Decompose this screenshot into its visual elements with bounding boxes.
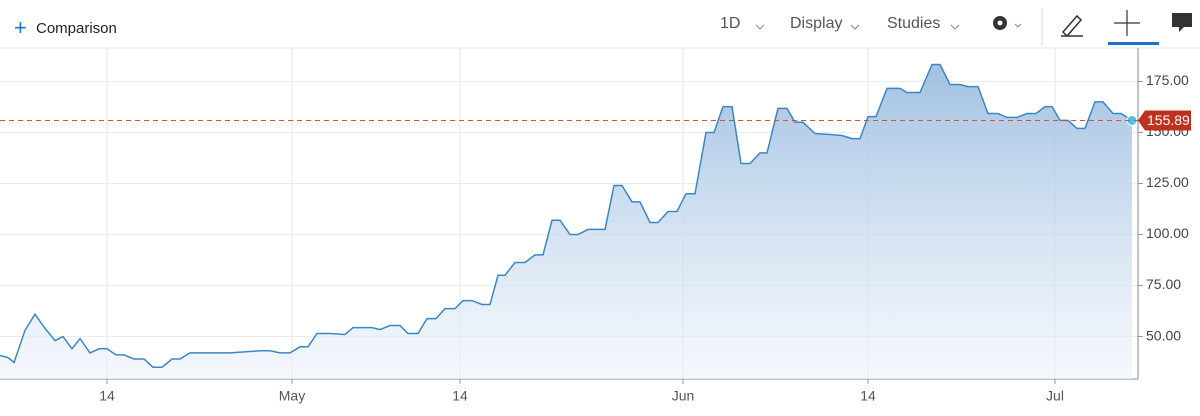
y-tick-label: 175.00 (1146, 72, 1189, 88)
x-tick-label: 14 (99, 388, 115, 404)
active-underline (1108, 42, 1159, 45)
chevron (950, 24, 960, 30)
crosshair-icon[interactable] (1114, 10, 1140, 36)
interval-button[interactable]: 1D (720, 15, 740, 32)
studies-button[interactable]: Studies (887, 15, 940, 32)
chevron (755, 24, 765, 30)
area (0, 64, 1132, 379)
x-tick-label: Jul (1046, 388, 1064, 404)
settings-icon[interactable] (993, 16, 1022, 30)
y-tick-label: 100.00 (1146, 225, 1189, 241)
x-tick-label: Jun (672, 388, 695, 404)
comment-icon[interactable] (1172, 13, 1192, 32)
last-price-label: 155.89 (1147, 112, 1190, 128)
y-tick-label: 50.00 (1146, 327, 1181, 343)
plus-icon[interactable]: + (14, 15, 27, 40)
chevron (850, 24, 860, 30)
draw-icon[interactable] (1061, 14, 1083, 38)
x-tick-label: 14 (860, 388, 876, 404)
price-line (0, 63, 1133, 368)
toolbar: + Comparison 1D Display Studies (14, 8, 1192, 46)
x-tick-label: May (279, 388, 305, 404)
display-button[interactable]: Display (790, 15, 842, 32)
y-tick-label: 75.00 (1146, 276, 1181, 292)
comparison-button[interactable]: Comparison (36, 20, 117, 37)
last-price-badge (1138, 110, 1191, 131)
x-tick-label: 14 (452, 388, 468, 404)
y-tick-label: 125.00 (1146, 174, 1189, 190)
